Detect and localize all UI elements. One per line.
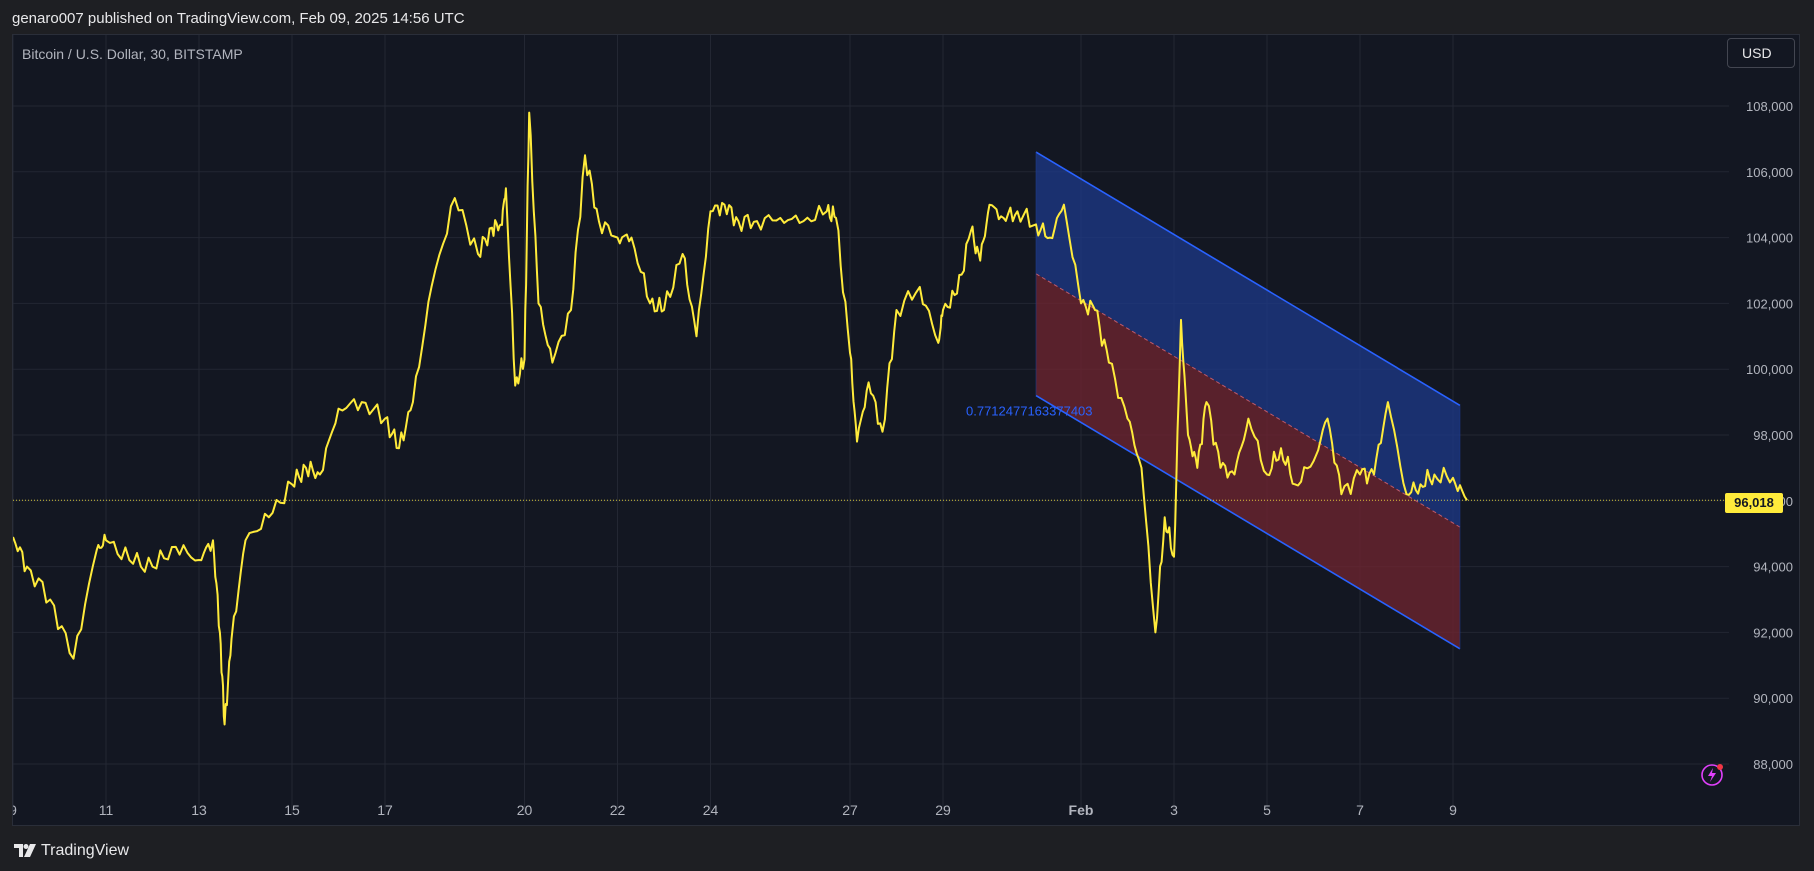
y-tick-label: 98,000 bbox=[1753, 428, 1793, 443]
x-tick-label: 20 bbox=[517, 802, 533, 818]
tradingview-logo-icon bbox=[14, 844, 36, 857]
currency-button[interactable]: USD bbox=[1727, 38, 1795, 68]
channel-lower-line[interactable] bbox=[1035, 394, 1461, 650]
x-tick-label: 15 bbox=[284, 802, 300, 818]
channel-upper-line[interactable] bbox=[1035, 151, 1461, 407]
channel-ratio-label: 0.7712477163377403 bbox=[966, 404, 1093, 419]
tradingview-logo[interactable]: TradingView bbox=[14, 842, 129, 860]
x-tick-label: 27 bbox=[842, 802, 858, 818]
x-tick-label: 9 bbox=[1449, 802, 1457, 818]
y-tick-label: 90,000 bbox=[1753, 691, 1793, 706]
x-tick-label: 17 bbox=[377, 802, 393, 818]
lightning-bolt-icon[interactable] bbox=[1700, 763, 1724, 787]
published-text: genaro007 published on TradingView.com, … bbox=[12, 10, 465, 27]
x-tick-label: 3 bbox=[1170, 802, 1178, 818]
y-tick-label: 100,000 bbox=[1746, 362, 1793, 377]
channel-lower-zone bbox=[1036, 273, 1460, 649]
x-tick-label: 5 bbox=[1263, 802, 1271, 818]
current-price-tag: 96,018 bbox=[1725, 493, 1783, 513]
x-tick-label: 29 bbox=[935, 802, 951, 818]
y-tick-label: 102,000 bbox=[1746, 296, 1793, 311]
symbol-label: Bitcoin / U.S. Dollar, 30, BITSTAMP bbox=[22, 46, 243, 62]
y-tick-label: 108,000 bbox=[1746, 99, 1793, 114]
x-tick-label: 13 bbox=[191, 802, 207, 818]
x-tick-label: 7 bbox=[1356, 802, 1364, 818]
publish-header: genaro007 published on TradingView.com, … bbox=[0, 0, 1814, 38]
x-tick-label: 22 bbox=[610, 802, 626, 818]
x-tick-label: 11 bbox=[99, 802, 114, 818]
channel-upper-zone bbox=[1036, 152, 1460, 528]
y-tick-label: 94,000 bbox=[1753, 560, 1793, 575]
x-tick-label: 24 bbox=[703, 802, 719, 818]
x-tick-label: Feb bbox=[1069, 802, 1094, 818]
y-tick-label: 88,000 bbox=[1753, 757, 1793, 772]
x-tick-label: 9 bbox=[13, 802, 17, 818]
footer-bar bbox=[0, 830, 1814, 871]
y-tick-label: 106,000 bbox=[1746, 165, 1793, 180]
chart-area[interactable]: 0.7712477163377403 88,000 90,000 92,000 94,0… bbox=[12, 34, 1800, 826]
channel-mid-line bbox=[1035, 273, 1461, 528]
tradingview-brand: TradingView bbox=[41, 842, 130, 859]
y-tick-label: 92,000 bbox=[1753, 625, 1793, 640]
price-series-line[interactable] bbox=[13, 111, 1468, 726]
y-tick-label: 104,000 bbox=[1746, 231, 1793, 246]
price-chart[interactable]: 0.7712477163377403 88,000 90,000 92,000 94,0… bbox=[13, 35, 1801, 827]
